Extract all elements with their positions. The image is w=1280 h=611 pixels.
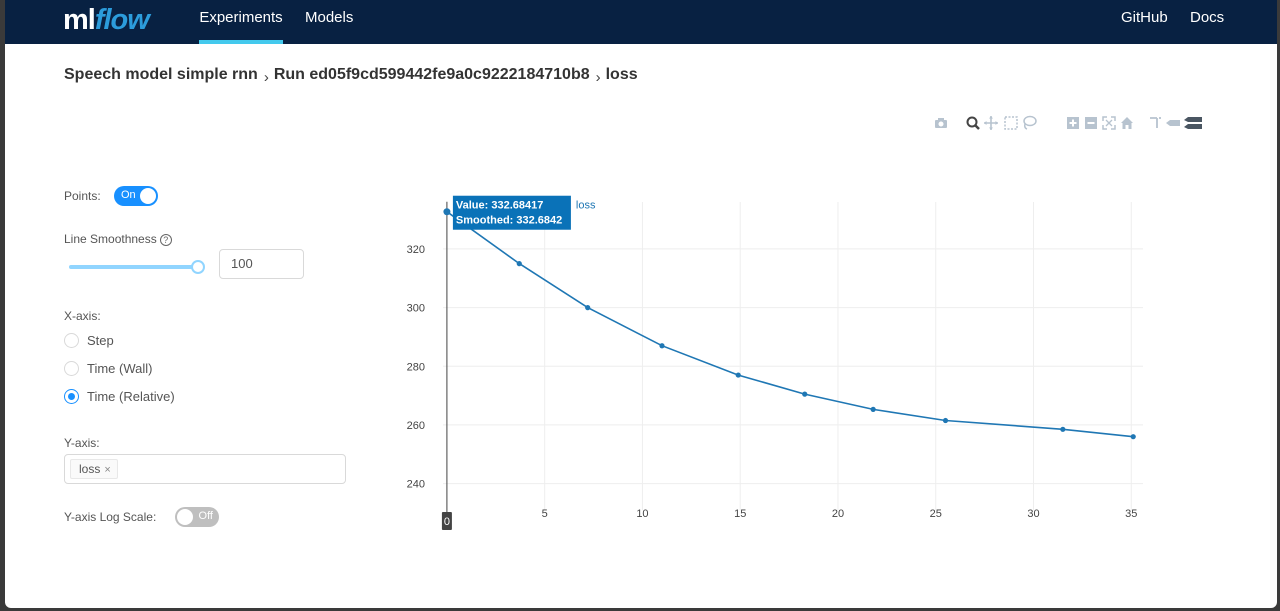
points-label: Points: xyxy=(64,189,101,203)
log-scale-label: Y-axis Log Scale: xyxy=(64,510,157,524)
xaxis-step-label[interactable]: Step xyxy=(87,333,114,348)
zoom-out-icon[interactable] xyxy=(1083,115,1099,131)
pan-icon[interactable] xyxy=(983,115,999,131)
hover-x-label: 0 xyxy=(444,516,450,528)
x-tick-label: 35 xyxy=(1125,508,1137,520)
log-scale-toggle-text: Off xyxy=(198,510,213,522)
mlflow-logo[interactable]: mlflow xyxy=(63,4,150,37)
camera-icon[interactable] xyxy=(933,115,949,131)
hover-x-label-box xyxy=(441,512,452,530)
app-window: mlflow Experiments Models GitHub Docs Sp… xyxy=(5,0,1277,608)
data-point[interactable] xyxy=(735,372,741,378)
x-tick-label: 10 xyxy=(636,508,648,520)
log-scale-toggle-knob xyxy=(177,509,193,525)
hover-closest-icon[interactable] xyxy=(1165,115,1181,131)
yaxis-tag: loss × xyxy=(70,459,118,479)
xaxis-step-radio[interactable] xyxy=(64,333,79,348)
points-toggle-knob xyxy=(140,188,156,204)
breadcrumb-separator: › xyxy=(595,69,601,86)
data-point[interactable] xyxy=(516,261,522,267)
xaxis-relative-radio[interactable] xyxy=(64,389,79,404)
smoothness-slider-track[interactable] xyxy=(69,265,201,269)
nav-docs[interactable]: Docs xyxy=(1190,9,1225,26)
zoom-icon[interactable] xyxy=(965,115,981,131)
yaxis-select[interactable]: loss × xyxy=(64,454,346,484)
log-scale-toggle[interactable]: Off xyxy=(175,507,219,527)
nav-models[interactable]: Models xyxy=(305,9,354,26)
x-tick-label: 15 xyxy=(734,508,746,520)
breadcrumb-separator: › xyxy=(263,69,269,86)
hover-tooltip-box xyxy=(452,195,571,230)
y-tick-label: 240 xyxy=(407,479,425,491)
close-icon[interactable]: × xyxy=(104,464,111,476)
box-select-icon[interactable] xyxy=(1003,115,1019,131)
smoothness-label: Line Smoothness? xyxy=(64,232,172,246)
logo-ml-text: ml xyxy=(63,4,96,36)
lasso-select-icon[interactable] xyxy=(1021,115,1037,131)
autoscale-icon[interactable] xyxy=(1101,115,1117,131)
top-navbar: mlflow Experiments Models GitHub Docs xyxy=(5,0,1277,44)
smoothness-label-text: Line Smoothness xyxy=(64,232,157,246)
help-icon[interactable]: ? xyxy=(159,234,172,246)
x-tick-label: 30 xyxy=(1027,508,1039,520)
breadcrumb: Speech model simple rnn › Run ed05f9cd5994… xyxy=(64,66,638,86)
points-toggle[interactable]: On xyxy=(114,186,158,206)
breadcrumb-experiment[interactable]: Speech model simple rnn xyxy=(64,66,258,83)
xaxis-wall-radio[interactable] xyxy=(64,361,79,376)
breadcrumb-metric: loss xyxy=(605,66,638,83)
data-point[interactable] xyxy=(659,343,665,349)
data-point[interactable] xyxy=(802,391,808,397)
data-point[interactable] xyxy=(942,417,949,424)
nav-github[interactable]: GitHub xyxy=(1121,9,1168,26)
y-tick-label: 280 xyxy=(407,361,425,373)
spike-lines-icon[interactable] xyxy=(1147,115,1163,131)
xaxis-relative-label[interactable]: Time (Relative) xyxy=(87,389,175,404)
points-toggle-text: On xyxy=(121,189,136,201)
y-tick-label: 300 xyxy=(407,303,425,315)
hover-series-label: loss xyxy=(576,200,596,212)
hover-value-text: Value: 332.68417 xyxy=(456,200,543,212)
x-tick-label: 20 xyxy=(832,508,844,520)
zoom-in-icon[interactable] xyxy=(1065,115,1081,131)
y-tick-label: 260 xyxy=(407,420,425,432)
breadcrumb-run[interactable]: Run ed05f9cd599442fe9a0c9222184710b8 xyxy=(273,66,590,83)
data-point[interactable] xyxy=(1130,434,1136,440)
smoothness-input[interactable]: 100 xyxy=(219,249,304,279)
hover-compare-icon[interactable] xyxy=(1183,115,1203,131)
hover-smoothed-text: Smoothed: 332.6842 xyxy=(456,215,562,227)
xaxis-label: X-axis: xyxy=(64,309,101,323)
data-point[interactable] xyxy=(585,305,591,311)
yaxis-tag-text: loss xyxy=(79,462,101,476)
reset-axes-icon[interactable] xyxy=(1119,115,1135,131)
x-tick-label: 25 xyxy=(930,508,942,520)
loss-chart[interactable]: 240 260 280 300 320 5 10 15 20 25 30 35 Value: 332.6… xyxy=(385,180,1185,560)
data-point[interactable] xyxy=(1060,426,1066,432)
xaxis-wall-label[interactable]: Time (Wall) xyxy=(87,361,153,376)
smoothness-slider-handle[interactable] xyxy=(191,260,205,274)
logo-flow-text: flow xyxy=(94,4,150,36)
y-tick-label: 320 xyxy=(407,244,425,256)
x-tick-label: 5 xyxy=(542,508,548,520)
nav-experiments[interactable]: Experiments xyxy=(199,0,283,44)
yaxis-label: Y-axis: xyxy=(64,436,100,450)
loss-series-line xyxy=(446,211,1134,438)
data-point[interactable] xyxy=(870,406,876,412)
data-point[interactable] xyxy=(443,208,451,216)
